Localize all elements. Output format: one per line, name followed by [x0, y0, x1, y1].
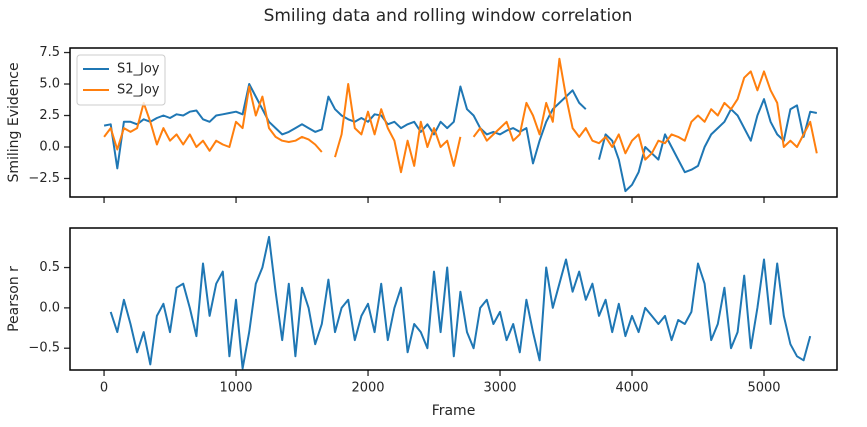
- x-tick-label: 1000: [219, 381, 252, 396]
- y-tick-label: 0.0: [39, 139, 60, 154]
- x-axis-label: Frame: [432, 403, 476, 419]
- legend-box: [76, 54, 166, 106]
- series-line: [109, 235, 812, 370]
- y-tick-label: −2.5: [28, 171, 60, 186]
- y-tick-label: 0.0: [39, 300, 60, 315]
- x-tick-label: 0: [100, 381, 108, 396]
- x-tick-label: 4000: [615, 381, 648, 396]
- series-line: [103, 57, 818, 174]
- axes-frame: [69, 47, 838, 198]
- y-axis-label: Pearson r: [6, 266, 22, 332]
- y-tick-label: 2.5: [39, 108, 60, 123]
- series-line: [103, 83, 817, 193]
- y-tick-label: 7.5: [39, 45, 60, 60]
- y-tick-label: −0.5: [28, 341, 60, 356]
- y-tick-label: 0.5: [39, 260, 60, 275]
- y-tick-label: 5.0: [39, 77, 60, 92]
- x-tick-label: 2000: [351, 381, 384, 396]
- legend-label: S2_Joy: [117, 83, 160, 98]
- x-tick-label: 5000: [747, 381, 780, 396]
- x-tick-label: 3000: [483, 381, 516, 396]
- axes-frame: [69, 227, 838, 371]
- y-axis-label: Smiling Evidence: [6, 62, 22, 182]
- legend-label: S1_Joy: [117, 62, 160, 77]
- figure-title: Smiling data and rolling window correlat…: [264, 6, 633, 26]
- legend: S1_Joy S2_Joy: [76, 54, 166, 106]
